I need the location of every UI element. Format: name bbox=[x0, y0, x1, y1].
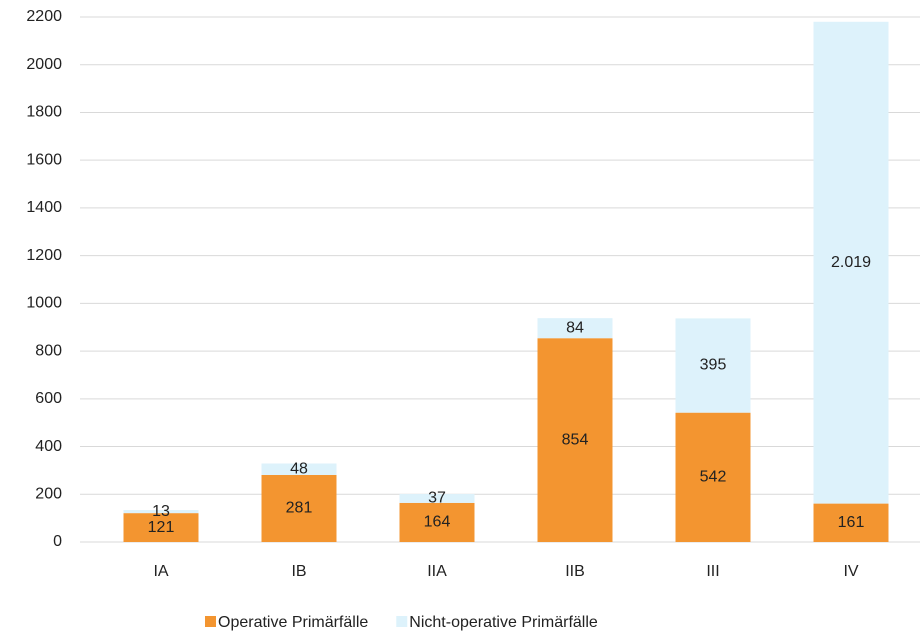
data-label: 37 bbox=[428, 490, 446, 507]
data-label: 121 bbox=[148, 519, 175, 536]
x-tick-label: IV bbox=[843, 563, 858, 580]
bar-segment bbox=[399, 494, 475, 503]
y-tick-label: 2000 bbox=[26, 56, 62, 73]
y-tick-label: 1200 bbox=[26, 247, 62, 264]
bar-segment bbox=[813, 21, 889, 504]
y-tick-label: 800 bbox=[35, 342, 62, 359]
bar-segment bbox=[675, 318, 751, 413]
y-tick-label: 200 bbox=[35, 485, 62, 502]
bar-segment bbox=[123, 510, 199, 514]
bar-segment bbox=[399, 502, 475, 542]
legend-label: Nicht-operative Primärfälle bbox=[409, 614, 598, 631]
x-tick-label: IIA bbox=[427, 563, 447, 580]
x-tick-label: IB bbox=[291, 563, 306, 580]
data-label: 13 bbox=[152, 503, 170, 520]
data-label: 161 bbox=[838, 514, 865, 531]
bar-segment bbox=[537, 338, 613, 542]
y-tick-label: 1400 bbox=[26, 199, 62, 216]
y-tick-label: 1000 bbox=[26, 295, 62, 312]
legend-swatch bbox=[205, 616, 216, 627]
x-tick-label: IA bbox=[153, 563, 168, 580]
bar-segment bbox=[261, 474, 337, 542]
bar-segment bbox=[675, 412, 751, 542]
data-label: 84 bbox=[566, 319, 584, 336]
data-label: 2.019 bbox=[831, 254, 871, 271]
data-label: 395 bbox=[700, 357, 727, 374]
legend-swatch bbox=[396, 616, 408, 627]
y-tick-label: 1600 bbox=[26, 151, 62, 168]
y-tick-label: 1800 bbox=[26, 104, 62, 121]
bar-segment bbox=[123, 513, 199, 542]
data-label: 164 bbox=[424, 514, 451, 531]
x-tick-label: III bbox=[706, 563, 719, 580]
bar-segment bbox=[813, 503, 889, 542]
y-tick-label: 0 bbox=[53, 533, 62, 550]
y-tick-label: 400 bbox=[35, 438, 62, 455]
bar-segment bbox=[537, 318, 613, 339]
x-tick-label: IIB bbox=[565, 563, 585, 580]
data-label: 542 bbox=[700, 469, 727, 486]
legend-label: Operative Primärfälle bbox=[218, 614, 368, 631]
bar-segment bbox=[261, 463, 337, 475]
data-label: 854 bbox=[562, 431, 589, 448]
data-label: 281 bbox=[286, 500, 313, 517]
y-tick-label: 600 bbox=[35, 390, 62, 407]
y-tick-label: 2200 bbox=[26, 8, 62, 25]
data-label: 48 bbox=[290, 460, 308, 477]
